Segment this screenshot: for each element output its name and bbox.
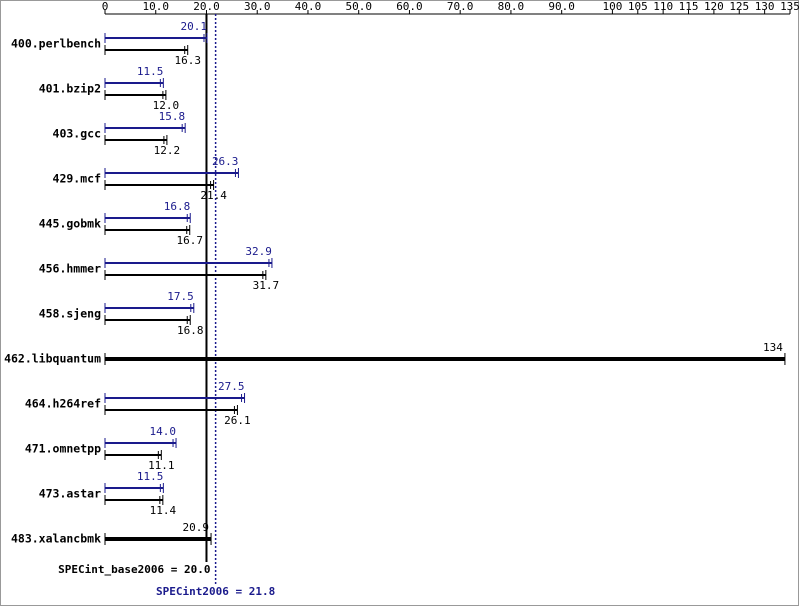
x-tick-label: 0	[102, 0, 109, 13]
value-label: 27.5	[218, 380, 245, 393]
value-label: 11.5	[137, 65, 164, 78]
benchmark-label: 429.mcf	[53, 172, 102, 186]
x-tick-label: 80.0	[498, 0, 525, 13]
reference-label: SPECint2006 = 21.8	[156, 585, 275, 598]
benchmark-label: 471.omnetpp	[25, 442, 101, 456]
x-tick-label: 135	[780, 0, 799, 13]
x-tick-label: 70.0	[447, 0, 474, 13]
value-label: 20.9	[183, 521, 210, 534]
x-tick-label: 40.0	[295, 0, 322, 13]
value-label: 21.4	[200, 189, 227, 202]
value-label: 16.8	[177, 324, 204, 337]
reference-label: SPECint_base2006 = 20.0	[58, 563, 210, 576]
x-tick-label: 90.0	[548, 0, 575, 13]
value-label: 16.7	[176, 234, 203, 247]
benchmark-label: 473.astar	[39, 487, 101, 501]
value-label: 31.7	[253, 279, 280, 292]
value-label: 11.1	[148, 459, 175, 472]
value-label: 134	[763, 341, 783, 354]
x-tick-label: 30.0	[244, 0, 271, 13]
benchmark-label: 401.bzip2	[39, 82, 101, 96]
value-label: 14.0	[150, 425, 177, 438]
benchmark-label: 458.sjeng	[39, 307, 101, 321]
value-label: 12.2	[154, 144, 181, 157]
benchmark-label: 456.hmmer	[39, 262, 101, 276]
value-label: 16.8	[164, 200, 191, 213]
value-label: 20.1	[180, 20, 207, 33]
x-tick-label: 50.0	[345, 0, 372, 13]
value-label: 32.9	[245, 245, 272, 258]
x-tick-label: 125	[729, 0, 749, 13]
x-tick-label: 115	[679, 0, 699, 13]
x-tick-label: 105	[628, 0, 648, 13]
value-label: 11.4	[150, 504, 177, 517]
benchmark-label: 464.h264ref	[25, 397, 101, 411]
value-label: 26.3	[212, 155, 239, 168]
x-tick-label: 20.0	[193, 0, 220, 13]
benchmark-label: 445.gobmk	[39, 217, 101, 231]
x-tick-label: 10.0	[142, 0, 169, 13]
value-label: 12.0	[153, 99, 180, 112]
x-tick-label: 120	[704, 0, 724, 13]
x-tick-label: 100	[602, 0, 622, 13]
x-tick-label: 130	[755, 0, 775, 13]
x-tick-label: 110	[653, 0, 673, 13]
benchmark-label: 400.perlbench	[11, 37, 101, 51]
value-label: 16.3	[174, 54, 201, 67]
benchmark-label: 403.gcc	[53, 127, 101, 141]
value-label: 17.5	[167, 290, 194, 303]
x-tick-label: 60.0	[396, 0, 423, 13]
value-label: 15.8	[159, 110, 186, 123]
benchmark-label: 462.libquantum	[4, 352, 101, 366]
value-label: 26.1	[224, 414, 251, 427]
benchmark-label: 483.xalancbmk	[11, 532, 101, 546]
value-label: 11.5	[137, 470, 164, 483]
